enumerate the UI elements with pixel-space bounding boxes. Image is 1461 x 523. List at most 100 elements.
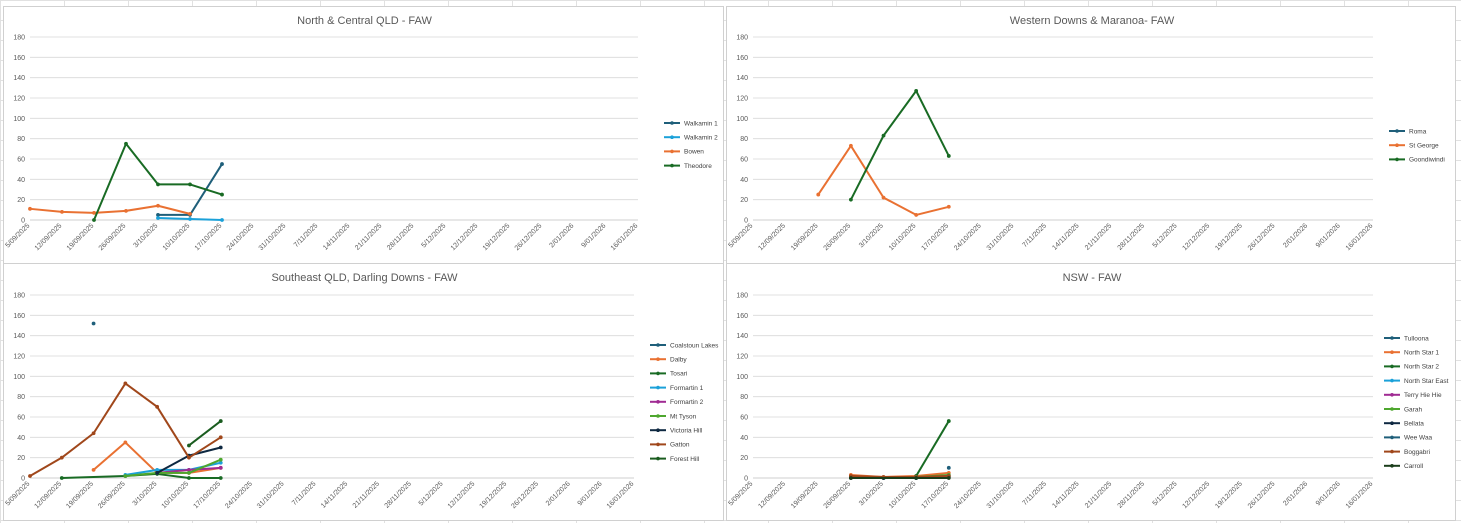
chart-title: North & Central QLD - FAW: [297, 15, 432, 27]
series-line: [188, 420, 222, 447]
y-tick-label: 100: [13, 116, 25, 123]
x-tick-label: 9/01/2026: [1315, 222, 1342, 249]
legend-label: Tosari: [670, 371, 687, 378]
x-tick-label: 12/09/2025: [33, 480, 63, 510]
legend-label: Forest Hill: [670, 456, 700, 463]
chart-title: Western Downs & Maranoa- FAW: [1010, 15, 1175, 27]
series-line: [915, 420, 950, 477]
legend-marker: [1395, 157, 1399, 162]
y-tick-label: 20: [17, 455, 25, 462]
x-tick-label: 26/09/2025: [823, 222, 853, 252]
legend-label: Gatton: [670, 442, 690, 449]
data-point: [28, 474, 32, 478]
x-tick-label: 12/12/2025: [1182, 222, 1212, 252]
data-point: [187, 455, 191, 460]
data-point: [187, 471, 191, 475]
legend-label: Dalby: [670, 357, 687, 364]
legend-label: Goondiwindi: [1409, 157, 1445, 164]
y-tick-label: 160: [13, 55, 25, 62]
series-line: [817, 144, 950, 216]
data-point: [156, 216, 160, 220]
y-tick-label: 160: [13, 313, 25, 320]
legend-label: Wee Waa: [1404, 435, 1433, 442]
y-tick-label: 180: [736, 293, 748, 300]
series-line: [125, 458, 222, 477]
legend-marker: [656, 343, 660, 347]
chart-western-downs-maranoa[interactable]: Western Downs & Maranoa- FAW 0 20 40 60 80 100…: [726, 6, 1456, 264]
legend-label: Carroll: [1404, 463, 1424, 470]
data-point: [187, 467, 191, 472]
x-tick-label: 31/10/2025: [986, 222, 1016, 252]
chart-title: NSW - FAW: [1063, 272, 1122, 284]
legend-label: St George: [1409, 143, 1439, 150]
data-point: [848, 143, 853, 148]
x-tick-label: 9/01/2026: [580, 222, 607, 249]
x-tick-label: 16/01/2026: [1345, 480, 1375, 510]
x-tick-label: 12/09/2025: [757, 222, 787, 252]
data-point: [218, 435, 223, 440]
x-tick-label: 19/09/2025: [790, 480, 820, 510]
y-tick-label: 60: [17, 415, 25, 422]
x-tick-label: 24/10/2025: [953, 222, 983, 252]
x-tick-label: 16/01/2026: [1345, 222, 1375, 252]
y-tick-label: 60: [740, 415, 748, 422]
x-tick-label: 9/01/2026: [1315, 480, 1342, 507]
x-tick-label: 28/11/2025: [1117, 480, 1146, 509]
data-point: [156, 203, 160, 208]
data-point: [848, 476, 853, 480]
x-tick-label: 3/10/2025: [858, 222, 885, 249]
y-tick-label: 160: [736, 313, 748, 320]
x-tick-label: 12/12/2025: [447, 480, 477, 510]
y-tick-label: 0: [21, 218, 25, 225]
legend-marker: [656, 414, 660, 418]
y-tick-label: 140: [13, 75, 25, 82]
legend-label: Formartin 1: [670, 385, 704, 392]
chart-nsw[interactable]: NSW - FAW 0 20 40 60 80 100 120 140 160 180 5/09/20…: [726, 263, 1456, 521]
legend-marker: [1390, 336, 1394, 340]
data-point: [124, 141, 128, 146]
y-tick-label: 40: [740, 435, 748, 442]
chart-southeast-qld-darling-downs[interactable]: Southeast QLD, Darling Downs - FAW 0 20 40 6…: [3, 263, 724, 521]
x-tick-label: 10/10/2025: [162, 222, 192, 252]
legend-marker: [656, 385, 660, 390]
x-tick-label: 19/09/2025: [66, 222, 96, 252]
x-tick-label: 19/12/2025: [1214, 480, 1244, 510]
y-tick-label: 120: [13, 96, 25, 103]
data-point: [28, 206, 32, 211]
x-tick-label: 12/12/2025: [1182, 480, 1212, 510]
x-tick-label: 28/11/2025: [384, 480, 413, 509]
x-tick-label: 5/12/2025: [1152, 480, 1179, 507]
legend-label: Roma: [1409, 128, 1427, 135]
x-tick-label: 5/09/2025: [727, 222, 754, 249]
y-tick-label: 180: [13, 293, 25, 300]
legend-marker: [670, 149, 674, 154]
x-tick-label: 5/12/2025: [420, 222, 447, 249]
x-tick-label: 12/09/2025: [34, 222, 64, 252]
series-line: [850, 474, 949, 478]
x-tick-label: 12/09/2025: [757, 480, 787, 510]
x-tick-label: 17/10/2025: [920, 222, 950, 252]
legend-marker: [656, 357, 660, 361]
data-point: [220, 218, 224, 222]
data-point: [188, 212, 192, 216]
x-tick-label: 16/01/2026: [610, 222, 640, 252]
x-tick-label: 9/01/2026: [577, 480, 604, 507]
data-point: [218, 419, 223, 423]
data-point: [188, 182, 192, 187]
data-point: [218, 445, 223, 450]
x-tick-label: 17/10/2025: [192, 480, 222, 510]
x-tick-label: 5/12/2025: [418, 480, 445, 507]
chart-north-central-qld[interactable]: North & Central QLD - FAW 0 20 40 60 80 100 120…: [3, 6, 724, 264]
data-point: [155, 471, 160, 475]
y-tick-label: 140: [736, 333, 748, 340]
y-tick-label: 120: [736, 354, 748, 361]
x-tick-label: 10/10/2025: [888, 222, 918, 252]
x-tick-label: 3/10/2025: [858, 480, 885, 507]
data-point: [848, 197, 853, 202]
legend-marker: [1390, 407, 1394, 411]
data-point: [91, 467, 96, 472]
x-tick-label: 26/09/2025: [98, 222, 128, 252]
legend-marker: [1390, 449, 1394, 454]
data-point: [881, 133, 886, 138]
chart-svg: NSW - FAW 0 20 40 60 80 100 120 140 160 180 5/09/20…: [727, 272, 1448, 510]
